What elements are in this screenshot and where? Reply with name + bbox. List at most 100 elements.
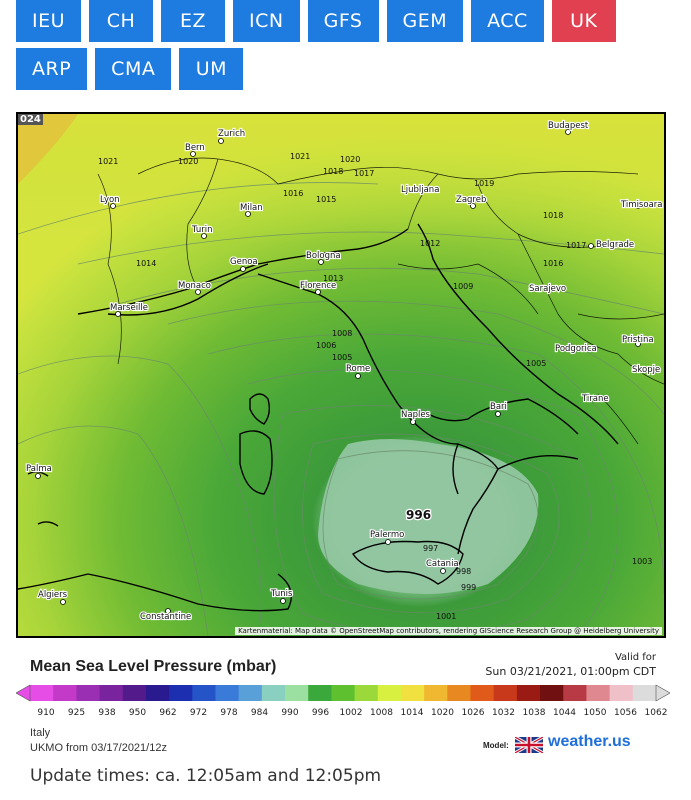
update-times: Update times: ca. 12:05am and 12:05pm xyxy=(30,766,382,786)
weather-us-logo[interactable]: weather.us xyxy=(548,733,631,750)
scale-tick-label: 1050 xyxy=(583,708,607,718)
scale-swatch xyxy=(400,685,425,701)
model-run-label: UKMO from 03/17/2021/12z xyxy=(30,742,167,754)
scale-tick-label: 1008 xyxy=(370,708,393,718)
model-tabs-row-2: ARP CMA UM xyxy=(16,48,676,90)
isobar-label: 1008 xyxy=(332,329,352,338)
low-pressure-center-label: 996 xyxy=(406,508,431,522)
scale-tick-label: 978 xyxy=(220,708,238,718)
scale-swatch xyxy=(563,685,587,701)
pressure-map[interactable]: Zurich Bern Lyon Milan Turin Genoa Monac… xyxy=(16,112,666,638)
scale-tick-label: 910 xyxy=(37,708,55,718)
scale-tick-label: 1032 xyxy=(492,708,515,718)
city-label: Bologna xyxy=(306,251,341,261)
scale-tick-label: 925 xyxy=(67,708,86,718)
city-label: Palermo xyxy=(370,530,404,540)
tab-arp[interactable]: ARP xyxy=(16,48,88,90)
scale-swatch xyxy=(609,685,634,701)
tab-gfs[interactable]: GFS xyxy=(307,0,379,42)
city-label: Milan xyxy=(240,203,263,213)
valid-date: Sun 03/21/2021, 01:00pm CDT xyxy=(485,665,656,678)
map-credit: Kartenmaterial: Map data © OpenStreetMap… xyxy=(235,627,662,635)
scale-tick-label: 962 xyxy=(159,708,177,718)
scale-swatch xyxy=(76,685,101,701)
tab-icn[interactable]: ICN xyxy=(233,0,300,42)
scale-swatch xyxy=(169,685,193,701)
isobar-label: 997 xyxy=(423,544,438,553)
isobar-label: 1017 xyxy=(566,241,586,250)
scale-tick-label: 1014 xyxy=(400,708,424,718)
scale-swatch xyxy=(285,685,309,701)
scale-tick-label: 996 xyxy=(311,708,330,718)
scale-tick-label: 990 xyxy=(281,708,299,718)
scale-swatch xyxy=(540,685,564,701)
tab-acc[interactable]: ACC xyxy=(471,0,544,42)
scale-swatch xyxy=(377,685,402,701)
isobar-label: 1005 xyxy=(526,359,546,368)
scale-swatch xyxy=(192,685,216,701)
scale-left-arrow xyxy=(16,684,31,702)
isobar-label: 1021 xyxy=(98,157,118,166)
isobar-label: 1012 xyxy=(420,239,440,248)
tab-cma[interactable]: CMA xyxy=(95,48,172,90)
scale-swatch xyxy=(586,685,611,701)
scale-swatch xyxy=(354,685,379,701)
city-label: Budapest xyxy=(548,121,589,131)
city-label: Skopje xyxy=(632,365,660,375)
scale-tick-label: 938 xyxy=(98,708,116,718)
city-label: Zagreb xyxy=(456,195,486,205)
scale-tick-label: 1020 xyxy=(431,708,454,718)
scale-swatch xyxy=(331,685,356,701)
tab-um[interactable]: UM xyxy=(179,48,244,90)
isobar-label: 1018 xyxy=(323,167,343,176)
isobar-label: 1021 xyxy=(290,152,310,161)
city-label: Lyon xyxy=(100,195,120,205)
city-label: Rome xyxy=(346,364,370,374)
city-label: Sarajevo xyxy=(529,284,566,294)
scale-tick-label: 1026 xyxy=(461,708,485,718)
scale-swatch xyxy=(30,685,54,701)
scale-swatch xyxy=(470,685,495,701)
city-label: Tunis xyxy=(270,589,293,599)
tab-ieu[interactable]: IEU xyxy=(16,0,82,42)
isobar-label: 1001 xyxy=(436,612,456,621)
scale-tick-label: 1002 xyxy=(339,708,363,718)
city-label: Monaco xyxy=(178,281,211,291)
isobar-label: 1016 xyxy=(283,189,303,198)
scale-swatch xyxy=(516,685,541,701)
isobar-label: 1006 xyxy=(316,341,336,350)
scale-swatch xyxy=(122,685,147,701)
isobar-label: 1018 xyxy=(543,211,563,220)
isobar-label: 1009 xyxy=(453,282,473,291)
city-label: Timisoara xyxy=(620,200,662,210)
city-label: Naples xyxy=(401,410,431,420)
tab-gem[interactable]: GEM xyxy=(386,0,464,42)
tab-uk[interactable]: UK xyxy=(551,0,616,42)
isobar-label: 1016 xyxy=(543,259,563,268)
scale-swatch xyxy=(215,685,240,701)
scale-tick-label: 1038 xyxy=(522,708,546,718)
scale-tick-label: 1062 xyxy=(644,708,668,718)
scale-right-arrow xyxy=(655,684,670,702)
isobar-label: 1017 xyxy=(354,169,374,178)
scale-swatch xyxy=(424,685,448,701)
city-label: Bern xyxy=(185,143,205,153)
scale-swatch xyxy=(99,685,124,701)
isobar-label: 998 xyxy=(456,567,471,576)
forecast-hour-label: 024 xyxy=(18,114,43,125)
city-label: Marseille xyxy=(110,303,148,313)
pressure-map-graphic: Zurich Bern Lyon Milan Turin Genoa Monac… xyxy=(18,114,664,636)
city-label: Podgorica xyxy=(555,344,597,354)
city-label: Tirane xyxy=(581,394,609,404)
isobar-label: 1014 xyxy=(136,259,156,268)
uk-flag-icon xyxy=(515,737,543,753)
isobar-label: 999 xyxy=(461,583,476,592)
scale-swatch xyxy=(308,685,332,701)
scale-swatch xyxy=(238,685,263,701)
isobar-label: 1003 xyxy=(632,557,652,566)
tab-ch[interactable]: CH xyxy=(89,0,154,42)
tab-ez[interactable]: EZ xyxy=(161,0,226,42)
scale-swatch xyxy=(53,685,77,701)
scale-tick-labels: 910 925 938 950 962 972 978 984 990 996 1002 1008 10… xyxy=(16,708,670,722)
city-label: Bari xyxy=(490,402,507,412)
